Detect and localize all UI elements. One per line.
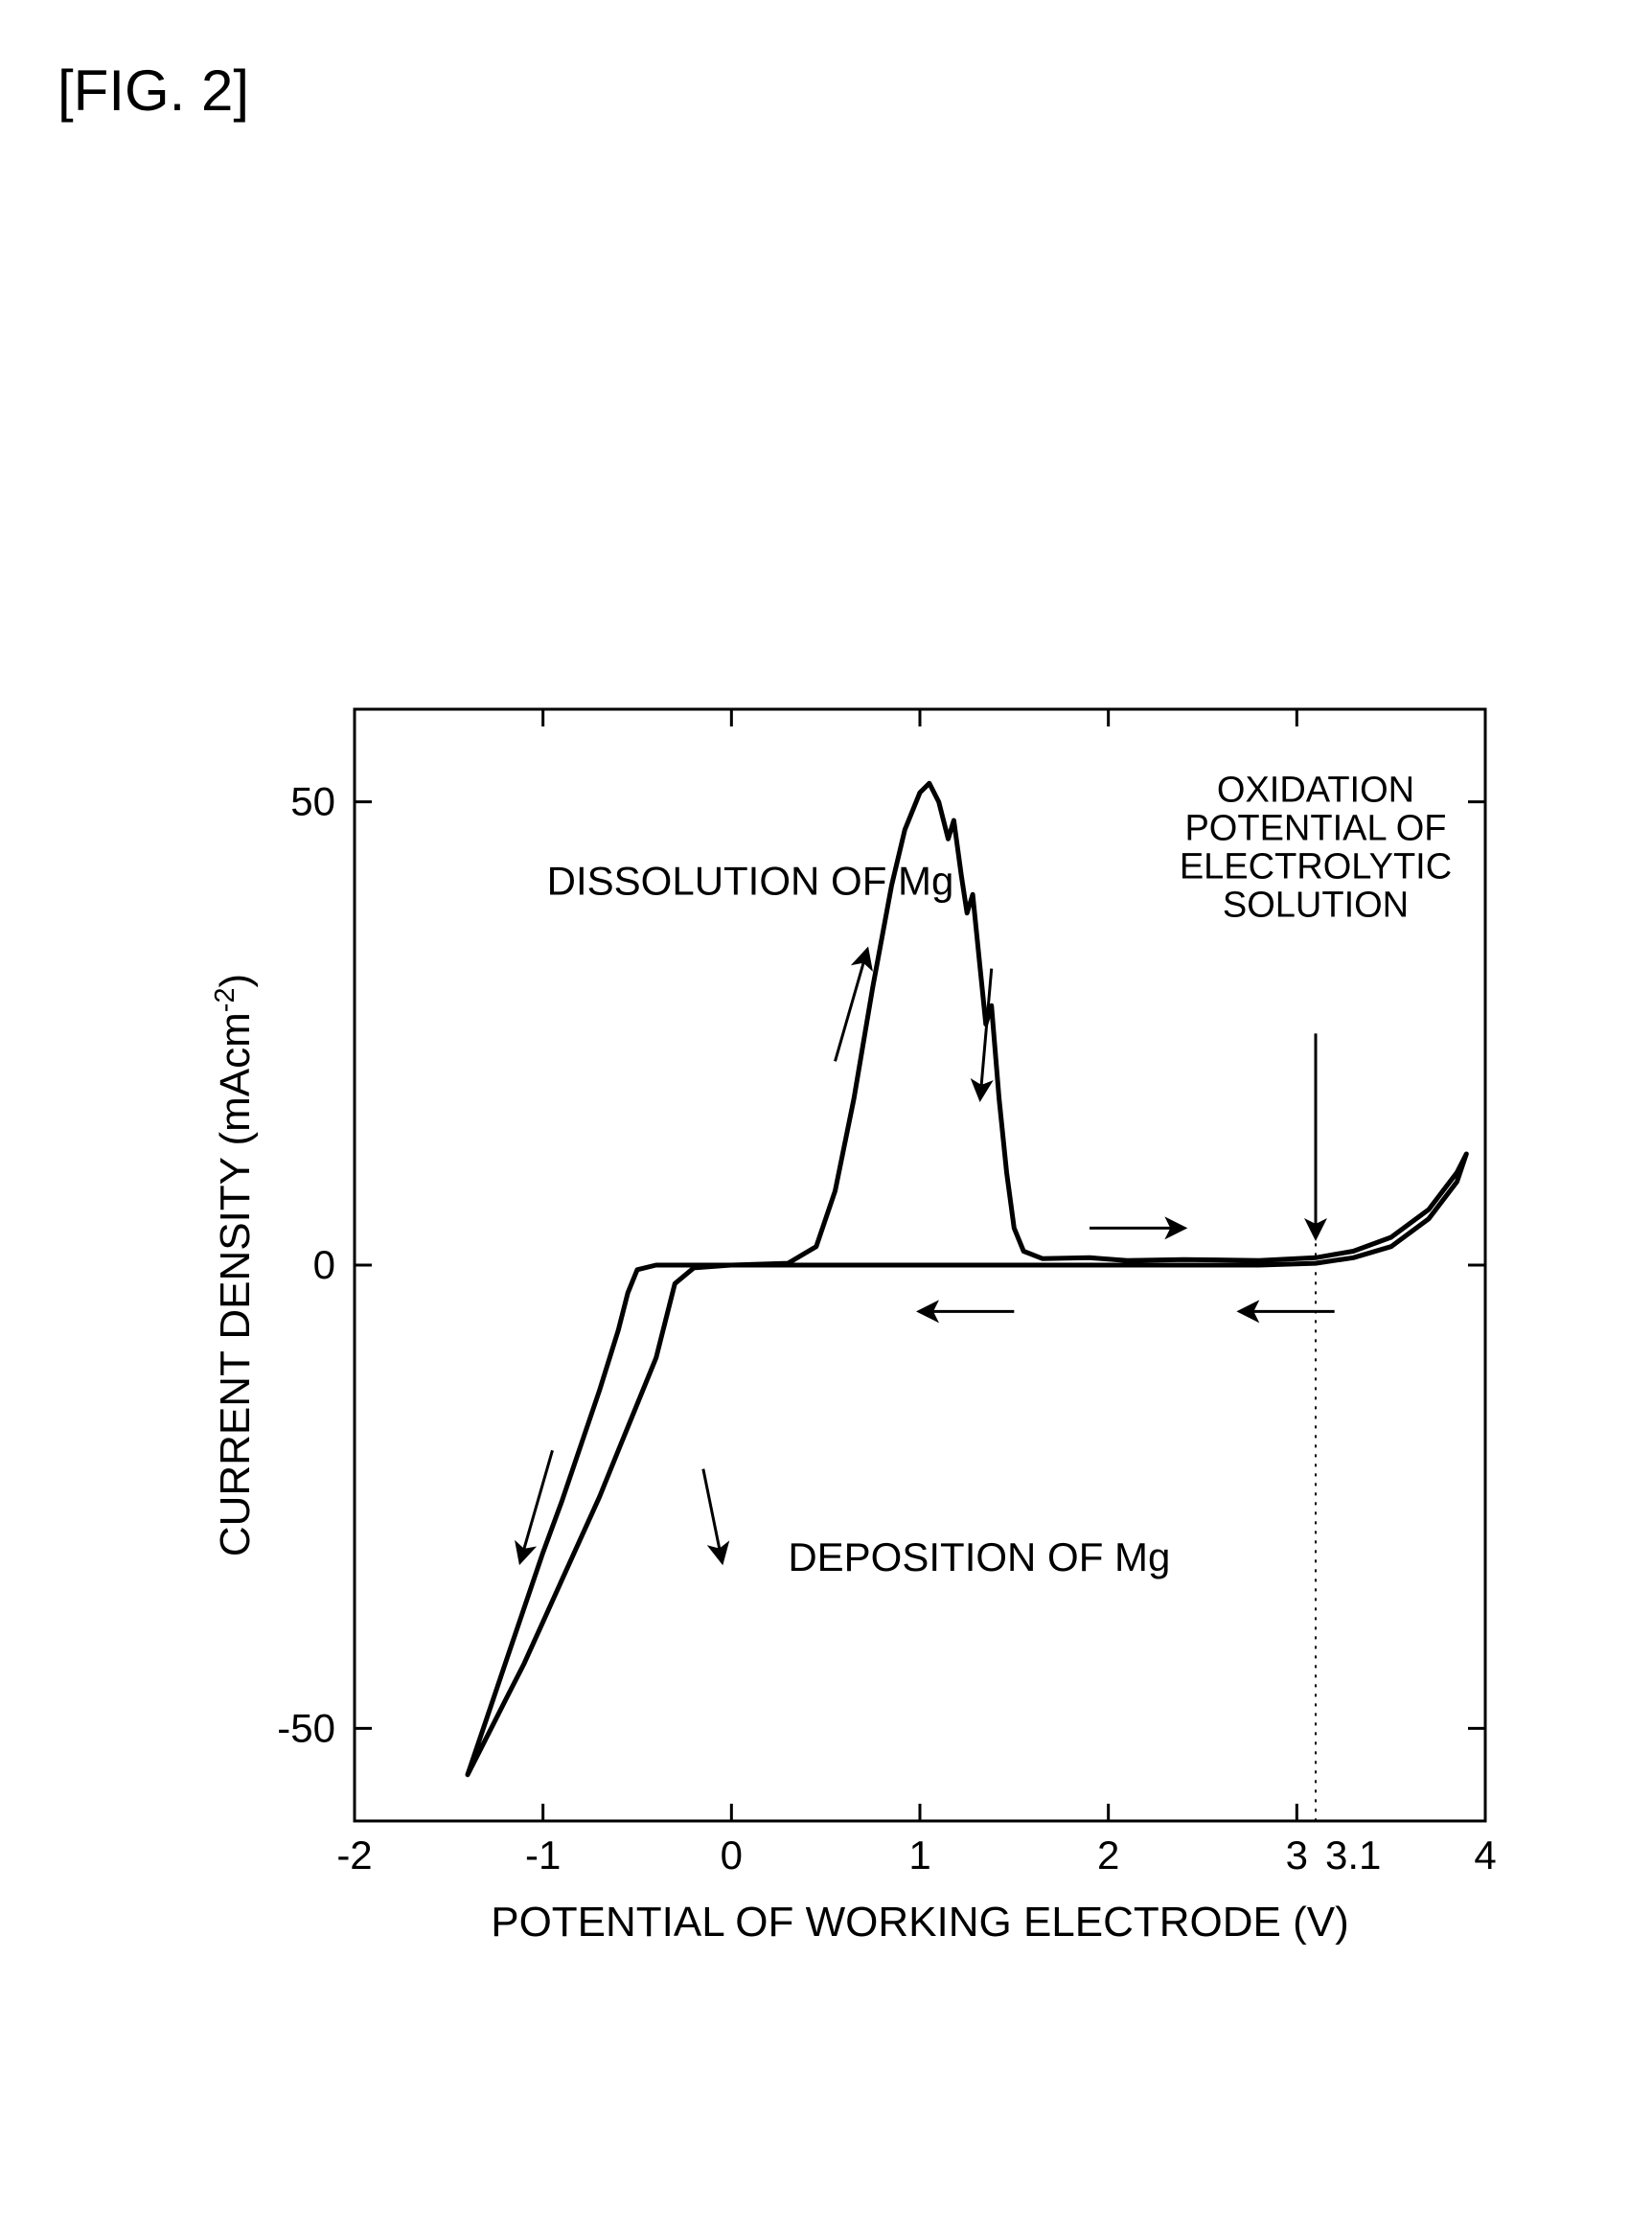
cv-chart: -2 -1 0 1 2 3 4 3.1 -50 0 50 POTENTIAL OF WORKING E…: [115, 671, 1552, 2013]
label-deposition: DEPOSITION OF Mg: [788, 1534, 1170, 1579]
x-axis-label: POTENTIAL OF WORKING ELECTRODE (V): [491, 1899, 1349, 1946]
y-tick-label: 0: [313, 1242, 335, 1287]
x-tick-label: 1: [908, 1832, 930, 1878]
y-tick-label: 50: [290, 779, 335, 824]
chart-svg: -2 -1 0 1 2 3 4 3.1 -50 0 50 POTENTIAL OF WORKING E…: [115, 671, 1552, 2013]
x-tick-label: 3: [1286, 1832, 1308, 1878]
x-tick-label-extra: 3.1: [1325, 1832, 1381, 1878]
y-tick-label: -50: [277, 1705, 335, 1750]
x-tick-label: 2: [1097, 1832, 1119, 1878]
label-dissolution: DISSOLUTION OF Mg: [547, 858, 954, 903]
y-axis-label: CURRENT DENSITY (mAcm-2): [210, 974, 259, 1556]
figure-label: [FIG. 2]: [57, 58, 249, 124]
x-tick-label: -1: [525, 1832, 561, 1878]
x-tick-label: 4: [1474, 1832, 1496, 1878]
x-tick-label: 0: [721, 1832, 743, 1878]
x-tick-label: -2: [336, 1832, 372, 1878]
